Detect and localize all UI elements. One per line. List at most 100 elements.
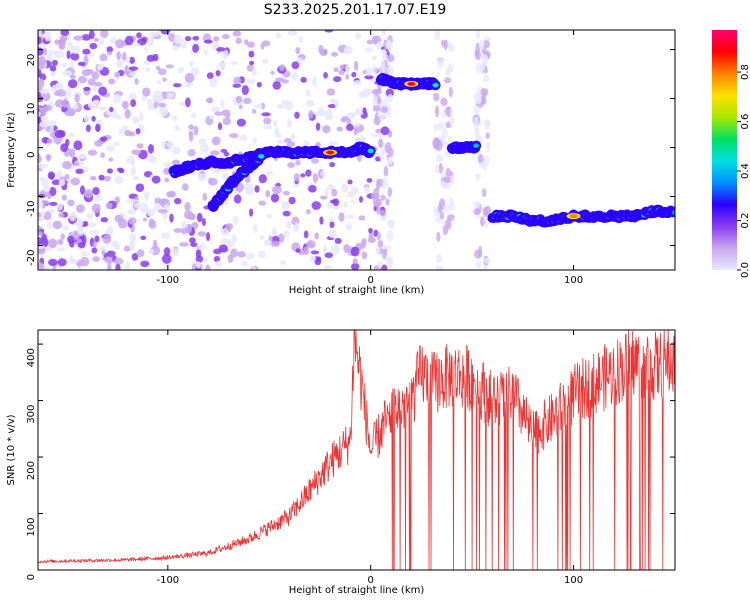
noise-blob (432, 137, 441, 149)
noise-blob (376, 132, 384, 139)
noise-blob (84, 188, 94, 199)
noise-blob (189, 60, 194, 67)
noise-blob (362, 107, 367, 114)
noise-blob (366, 178, 373, 183)
noise-blob (38, 30, 43, 38)
noise-blob (288, 196, 296, 205)
noise-blob (128, 217, 137, 225)
noise-blob (114, 71, 121, 78)
noise-blob (218, 244, 228, 253)
noise-blob (46, 120, 57, 127)
noise-blob (80, 256, 90, 267)
noise-blob (378, 138, 384, 149)
y-tick-label: -20 (26, 250, 37, 266)
ridge-hot (474, 144, 479, 148)
noise-blob (347, 179, 353, 185)
noise-blob (81, 34, 91, 41)
noise-blob (447, 62, 452, 74)
noise-blob (333, 76, 342, 83)
noise-blob (260, 42, 265, 50)
noise-blob (152, 239, 158, 250)
noise-blob (82, 48, 91, 55)
noise-blob (80, 250, 88, 257)
noise-blob (311, 201, 322, 210)
noise-blob (51, 59, 58, 67)
noise-blob (377, 261, 383, 268)
noise-blob (56, 89, 66, 97)
noise-blob (305, 169, 312, 177)
noise-blob (448, 43, 455, 53)
noise-blob (435, 164, 440, 174)
noise-blob (387, 187, 393, 197)
noise-blob (345, 63, 350, 74)
noise-blob (310, 250, 320, 255)
snr-frame (37, 329, 676, 571)
noise-blob (218, 61, 226, 70)
noise-blob (188, 132, 194, 142)
noise-blob (91, 115, 96, 122)
noise-blob (383, 95, 389, 106)
noise-blob (281, 79, 290, 84)
noise-blob (258, 200, 267, 206)
noise-blob (49, 65, 57, 72)
noise-blob (147, 104, 155, 111)
noise-blob (136, 249, 145, 257)
noise-blob (106, 51, 113, 56)
noise-blob (286, 219, 292, 230)
noise-blob (343, 243, 351, 253)
noise-blob (132, 175, 139, 181)
noise-blob (232, 216, 239, 224)
noise-blob (197, 138, 207, 145)
noise-blob (279, 260, 286, 266)
noise-blob (47, 171, 56, 180)
noise-blob (166, 92, 175, 99)
noise-blob (67, 235, 75, 244)
noise-blob (166, 141, 174, 149)
noise-blob (88, 30, 95, 40)
noise-blob (184, 202, 191, 212)
noise-blob (133, 202, 141, 208)
noise-blob (482, 74, 490, 83)
noise-blob (213, 36, 220, 42)
noise-blob (38, 56, 46, 65)
noise-blob (96, 64, 104, 71)
noise-blob (220, 228, 230, 236)
noise-blob (129, 232, 137, 243)
noise-blob (171, 248, 180, 257)
noise-blob (382, 177, 389, 190)
noise-blob (38, 153, 41, 163)
noise-blob (350, 186, 360, 195)
noise-blob (197, 243, 207, 251)
noise-blob (372, 195, 379, 207)
noise-blob (161, 140, 167, 147)
noise-blob (125, 261, 131, 270)
peak-core-2 (569, 214, 578, 219)
noise-blob (38, 111, 41, 118)
noise-blob (340, 117, 348, 123)
noise-blob (214, 111, 223, 116)
noise-blob (148, 218, 154, 226)
noise-blob (172, 159, 181, 166)
noise-blob (277, 233, 285, 243)
noise-blob (474, 173, 481, 181)
noise-blob (485, 141, 491, 153)
noise-blob (153, 90, 163, 100)
noise-blob (354, 122, 360, 128)
noise-blob (257, 250, 266, 259)
noise-blob (193, 125, 199, 136)
noise-blob (154, 197, 161, 204)
noise-blob (325, 113, 334, 121)
noise-blob (209, 77, 218, 88)
noise-blob (320, 171, 326, 177)
noise-blob (381, 48, 387, 59)
noise-blob (272, 120, 278, 127)
noise-blob (371, 55, 377, 61)
noise-blob (143, 190, 150, 201)
y-tick-label: 20 (26, 54, 37, 67)
noise-blob (287, 162, 295, 169)
noise-blob (303, 140, 310, 147)
noise-blob (209, 150, 220, 156)
noise-blob (443, 204, 450, 213)
noise-blob (358, 215, 366, 221)
noise-blob (384, 142, 392, 154)
